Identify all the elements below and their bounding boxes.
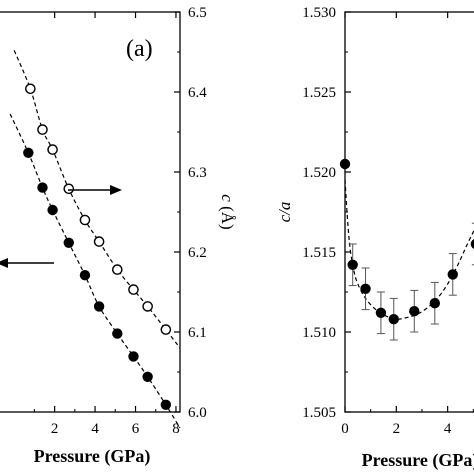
panel-a-frame <box>0 11 181 413</box>
open-data-point <box>37 124 48 135</box>
panel-a-x-tick-label: 2 <box>51 421 59 437</box>
panel-b-points <box>339 158 474 341</box>
right-axis-tick-label: 6.0 <box>188 405 207 421</box>
ca-data-point <box>347 259 358 270</box>
panel-b-y-tick-label: 1.505 <box>302 405 336 421</box>
panel-b-y-tick-label: 1.510 <box>302 325 336 341</box>
ca-data-point <box>409 306 420 317</box>
svg-text:c (Å): c (Å) <box>218 194 237 229</box>
open-data-point <box>47 144 58 155</box>
ca-data-point <box>375 307 387 318</box>
filled-data-point <box>93 301 105 312</box>
right-axis-tick-label: 6.5 <box>188 5 207 21</box>
filled-data-point <box>37 182 48 193</box>
panel-b-x-tick-label: 2 <box>393 421 401 437</box>
right-axis-tick-label: 6.3 <box>188 165 207 181</box>
panel-a-points <box>23 83 172 410</box>
panel-b-x-tick-label: 4 <box>444 421 452 437</box>
panel-b-ticks: 1.505 1.510 1.515 1.520 1.525 1.530 0 2 4 <box>302 5 474 437</box>
filled-data-point <box>142 371 153 382</box>
panel-b-y-axis-label: c/a <box>275 202 294 223</box>
panel-label: (a) <box>126 36 153 62</box>
right-axis-tick-label: 6.2 <box>188 245 207 261</box>
open-data-point <box>25 83 36 95</box>
open-data-point <box>93 236 105 247</box>
filled-data-point <box>63 237 74 248</box>
panel-b-y-tick-label: 1.530 <box>302 5 336 21</box>
panel-a-x-tick-label: 4 <box>91 421 99 437</box>
ca-data-point <box>470 239 474 249</box>
error-bar <box>471 222 474 266</box>
filled-series-fit-curve <box>9 113 181 429</box>
ca-data-point <box>360 283 371 294</box>
panel-a-x-axis-label: Pressure (GPa) <box>34 446 151 467</box>
filled-data-point <box>23 147 34 158</box>
ca-data-point <box>429 298 441 309</box>
open-data-point <box>63 183 75 195</box>
ca-fit-curve <box>344 179 474 320</box>
filled-data-point <box>128 351 139 362</box>
panel-a-ticks: 2 4 6 8 6.0 6.1 6.2 6.3 6.4 6.5 <box>33 5 207 437</box>
right-axis-label-unit: (Å) <box>218 202 237 230</box>
panel-a-x-tick-label: 6 <box>132 421 140 437</box>
panel-b-y-tick-label: 1.520 <box>302 165 336 181</box>
ca-data-point <box>388 314 399 325</box>
open-series-fit-curve <box>13 50 181 349</box>
open-data-point <box>142 301 153 312</box>
open-data-point <box>128 284 139 295</box>
panel-a-x-tick-label: 8 <box>172 421 180 437</box>
filled-data-point <box>112 328 123 339</box>
panel-b-y-tick-label: 1.515 <box>302 245 336 261</box>
right-axis-label-symbol: c <box>218 194 237 202</box>
right-axis-label: c (Å) <box>218 194 237 229</box>
open-data-point <box>79 214 91 226</box>
panel-b-frame <box>344 11 474 413</box>
ca-data-point <box>339 158 351 170</box>
panel-b-y-tick-label: 1.525 <box>302 85 336 101</box>
panel-b-x-axis-label: Pressure (GPa) <box>362 450 474 471</box>
arrow-right <box>68 185 122 195</box>
filled-data-point <box>160 399 172 410</box>
panel-a: 2 4 6 8 6.0 6.1 6.2 6.3 6.4 6.5 (a) Pressure (GPa… <box>0 5 237 467</box>
right-axis-tick-label: 6.4 <box>188 85 207 101</box>
open-data-point <box>112 264 123 275</box>
filled-data-point <box>47 204 58 216</box>
panel-b: 1.505 1.510 1.515 1.520 1.525 1.530 0 2 4 Pressu… <box>275 5 474 471</box>
open-data-point <box>160 324 172 335</box>
right-axis-tick-label: 6.1 <box>188 325 207 341</box>
filled-data-point <box>79 270 91 281</box>
arrow-left <box>0 258 54 268</box>
ca-data-point <box>447 269 458 280</box>
panel-b-x-tick-label: 0 <box>341 421 349 437</box>
